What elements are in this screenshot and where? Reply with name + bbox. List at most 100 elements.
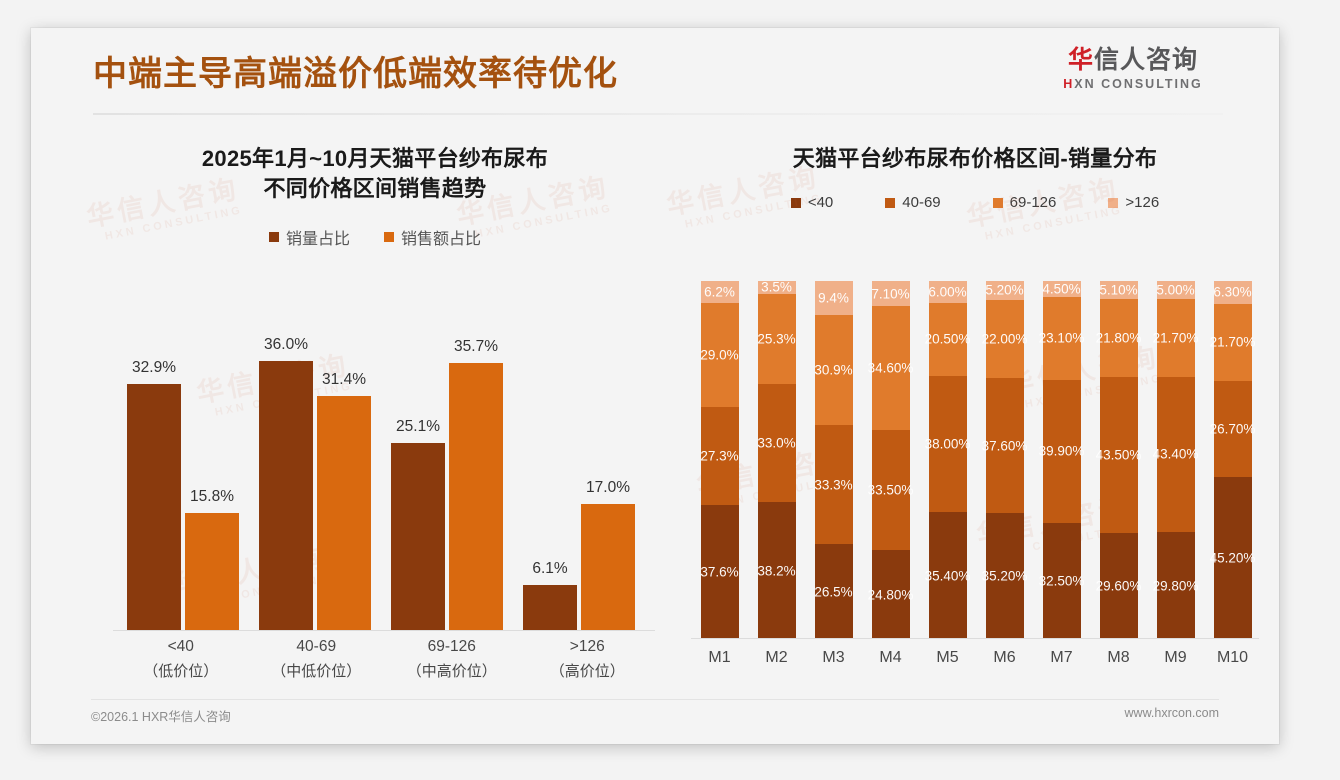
stack-segment->126[interactable]: 6.00% [928, 281, 967, 303]
x-label-40-69: 40-69 （中低价位） [249, 635, 385, 693]
stack-segment->126[interactable]: 9.4% [814, 281, 853, 315]
stack-segment-69-126[interactable]: 21.70% [1153, 298, 1198, 377]
bar-销量占比-69-126[interactable]: 25.1% [391, 418, 445, 631]
footer-website[interactable]: www.hxrcon.com [1124, 706, 1219, 720]
stack-segment-40-69[interactable]: 37.60% [982, 378, 1027, 513]
stack-wrap: 5.10% 21.80% 43.50% 29.60% [1090, 281, 1147, 639]
stack-segment-40-69[interactable]: 27.3% [700, 406, 739, 505]
bar-销售额占比->126[interactable]: 17.0% [581, 479, 635, 631]
stack-segment->126[interactable]: 6.2% [700, 281, 739, 304]
segment-value-label: 5.10% [1099, 282, 1138, 298]
legend-swatch-icon [790, 197, 801, 208]
segment-value-label: 37.60% [981, 438, 1028, 454]
stacked-bar-M2[interactable]: 3.5% 25.3% 33.0% 38.2% [757, 280, 796, 639]
stacked-bar-M8[interactable]: 5.10% 21.80% 43.50% 29.60% [1096, 281, 1141, 639]
stacked-bar-M1[interactable]: 6.2% 29.0% 27.3% 37.6% [700, 281, 739, 639]
legend-item-0[interactable]: 销量占比 [268, 225, 350, 249]
legend-item-1[interactable]: 销售额占比 [384, 225, 481, 249]
stack-segment-69-126[interactable]: 34.60% [868, 306, 913, 431]
stack-segment-69-126[interactable]: 29.0% [700, 303, 739, 407]
legend-item-1[interactable]: 40-69 [885, 194, 941, 212]
stack-wrap: 7.10% 34.60% 33.50% 24.80% [862, 281, 919, 639]
stack-segment-<40[interactable]: 45.20% [1210, 476, 1255, 639]
stack-segment-40-69[interactable]: 38.00% [925, 375, 970, 513]
segment-value-label: 21.80% [1095, 330, 1142, 346]
stacked-bar-M6[interactable]: 5.20% 22.00% 37.60% 35.20% [982, 281, 1027, 639]
legend-swatch-icon [1108, 197, 1119, 208]
stack-segment-<40[interactable]: 26.5% [814, 544, 853, 639]
stack-wrap: 5.00% 21.70% 43.40% 29.80% [1147, 281, 1204, 639]
stack-segment-69-126[interactable]: 22.00% [982, 299, 1027, 379]
company-logo: 华信人咨询 HXN CONSULTING [1043, 46, 1223, 91]
legend-item-2[interactable]: 69-126 [992, 194, 1056, 211]
logo-chars-rest: 信人咨询 [1094, 46, 1199, 74]
stack-segment-69-126[interactable]: 21.70% [1210, 303, 1255, 382]
stack-segment->126[interactable]: 5.20% [985, 281, 1024, 300]
legend-item-0[interactable]: <40 [790, 194, 833, 211]
bar-销量占比-<40[interactable]: 32.9% [127, 359, 181, 631]
stacked-bar-M10[interactable]: 6.30% 21.70% 26.70% 45.20% [1210, 281, 1255, 639]
legend-item-3[interactable]: >126 [1108, 194, 1159, 211]
bar-value-label: 36.0% [264, 336, 308, 353]
bar-value-label: 35.7% [454, 338, 498, 356]
stack-segment->126[interactable]: 4.50% [1042, 281, 1081, 298]
bar-value-label: 6.1% [532, 560, 568, 578]
stack-segment->126[interactable]: 5.10% [1099, 281, 1138, 300]
legend-item-label: 40-69 [902, 194, 941, 212]
stack-wrap: 4.50% 23.10% 39.90% 32.50% [1033, 281, 1090, 639]
legend-swatch-icon [885, 197, 896, 208]
stack-segment-40-69[interactable]: 33.50% [868, 430, 913, 551]
stack-segment-69-126[interactable]: 23.10% [1039, 297, 1084, 380]
stacked-bar-M3[interactable]: 9.4% 30.9% 33.3% 26.5% [814, 281, 853, 639]
stack-segment-<40[interactable]: 35.20% [982, 512, 1027, 639]
stack-segment-<40[interactable]: 29.60% [1096, 533, 1141, 639]
stack-segment-69-126[interactable]: 21.80% [1096, 299, 1141, 378]
stack-segment-69-126[interactable]: 20.50% [925, 302, 970, 376]
bar-销售额占比-40-69[interactable]: 31.4% [317, 371, 371, 631]
stack-segment->126[interactable]: 3.5% [757, 280, 796, 295]
stack-segment-40-69[interactable]: 43.50% [1096, 377, 1141, 533]
bar-fill [185, 512, 239, 631]
right-chart-title-text: 天猫平台纱布尿布价格区间-销量分布 [792, 146, 1158, 171]
stack-segment-69-126[interactable]: 30.9% [814, 314, 853, 426]
x-label-M9: M9 [1164, 649, 1187, 666]
bar-销量占比->126[interactable]: 6.1% [523, 560, 577, 631]
stacked-bar-M9[interactable]: 5.00% 21.70% 43.40% 29.80% [1153, 281, 1198, 639]
stack-segment->126[interactable]: 6.30% [1213, 281, 1252, 304]
bar-销售额占比-69-126[interactable]: 35.7% [449, 338, 503, 631]
slide-header: 中端主导高端溢价低端效率待优化 华信人咨询 HXN CONSULTING [31, 28, 1279, 118]
stack-segment-69-126[interactable]: 25.3% [757, 293, 796, 385]
stack-segment-<40[interactable]: 37.6% [700, 504, 739, 639]
segment-value-label: 38.00% [924, 436, 971, 452]
bar-销售额占比-<40[interactable]: 15.8% [185, 488, 239, 631]
stack-segment-<40[interactable]: 24.80% [868, 550, 913, 639]
segment-value-label: 29.80% [1152, 578, 1199, 594]
bar-销量占比-40-69[interactable]: 36.0% [259, 336, 313, 631]
left-chart-bars-area: 32.9% 15.8% 36.0% 31.4% 25.1% 35.7% 6.1% 17.0% [117, 331, 645, 631]
x-label-range: >126 [569, 638, 605, 655]
stack-segment->126[interactable]: 7.10% [871, 281, 910, 307]
stack-segment->126[interactable]: 5.00% [1156, 281, 1195, 299]
bar-fill [391, 442, 445, 631]
stacked-bar-M7[interactable]: 4.50% 23.10% 39.90% 32.50% [1039, 281, 1084, 639]
stack-segment-40-69[interactable]: 39.90% [1039, 379, 1084, 523]
segment-value-label: 4.50% [1042, 281, 1081, 297]
stack-segment-40-69[interactable]: 33.0% [757, 384, 796, 503]
right-chart-x-labels: M1 M2 M3 M4 M5 M6 M7 M8 M9 M10 [691, 649, 1261, 679]
stack-segment-<40[interactable]: 29.80% [1153, 532, 1198, 639]
x-label-69-126: 69-126 （中高价位） [384, 635, 520, 693]
left-chart-axis-line [113, 630, 655, 631]
stack-segment-40-69[interactable]: 26.70% [1210, 381, 1255, 477]
logo-char-hua: 华 [1067, 46, 1094, 74]
stacked-bar-M5[interactable]: 6.00% 20.50% 38.00% 35.40% [925, 281, 970, 639]
segment-value-label: 43.40% [1152, 446, 1199, 462]
segment-value-label: 5.20% [985, 282, 1024, 298]
stack-segment-40-69[interactable]: 33.3% [814, 425, 853, 545]
stack-segment-40-69[interactable]: 43.40% [1153, 376, 1198, 533]
legend-item-label: 销售额占比 [401, 230, 482, 248]
stack-segment-<40[interactable]: 38.2% [757, 502, 796, 639]
stack-segment-<40[interactable]: 35.40% [925, 512, 970, 639]
stack-wrap: 3.5% 25.3% 33.0% 38.2% [748, 280, 805, 639]
stacked-bar-M4[interactable]: 7.10% 34.60% 33.50% 24.80% [868, 281, 913, 639]
stack-segment-<40[interactable]: 32.50% [1039, 522, 1084, 639]
